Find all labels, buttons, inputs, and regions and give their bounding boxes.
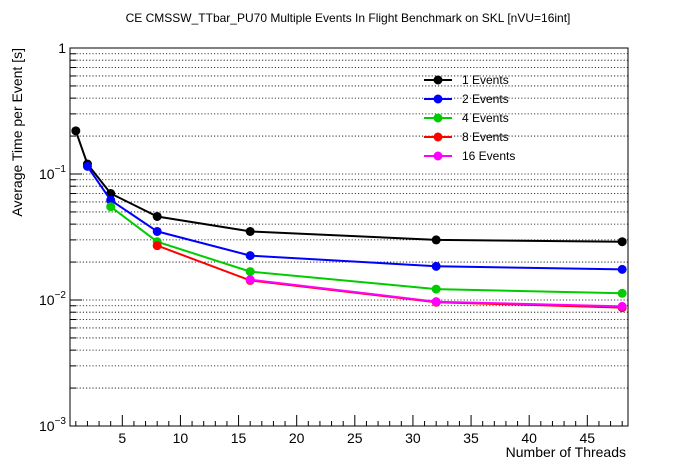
y-axis-label: Average Time per Event [s] (9, 48, 25, 217)
data-point (617, 237, 627, 247)
legend-item: 8 Events (424, 130, 509, 144)
data-point (245, 267, 255, 277)
data-point (431, 235, 441, 245)
data-point (431, 297, 441, 307)
plot-frame (69, 47, 629, 427)
legend-marker (433, 151, 443, 161)
data-point (617, 301, 627, 311)
x-tick-label: 45 (580, 430, 596, 446)
data-point (245, 275, 255, 285)
chart-title: CE CMSSW_TTbar_PU70 Multiple Events In F… (126, 11, 571, 25)
data-point (152, 226, 162, 236)
y-tick-label: 10−1 (39, 164, 66, 182)
x-tick-label: 30 (405, 430, 421, 446)
legend-marker (433, 132, 443, 142)
y-tick-label: 10−2 (39, 290, 66, 308)
grid-lines (70, 53, 628, 389)
data-point (152, 211, 162, 221)
series-3 (106, 202, 627, 298)
data-point (152, 241, 162, 251)
x-tick-label: 15 (231, 430, 247, 446)
data-point (245, 226, 255, 236)
x-tick-label: 40 (521, 430, 537, 446)
legend-item: 1 Events (424, 73, 509, 87)
data-point (617, 264, 627, 274)
x-tick-label: 10 (173, 430, 189, 446)
legend-marker (433, 75, 443, 85)
data-point (106, 202, 116, 212)
series-4 (152, 241, 627, 313)
data-point (431, 284, 441, 294)
legend-item: 4 Events (424, 111, 509, 125)
x-tick-label: 35 (463, 430, 479, 446)
data-point (617, 288, 627, 298)
legend: 1 Events 2 Events 4 Events 8 Events 16 Event… (424, 73, 515, 163)
axes: 10−310−210−115 10 15 20 25 30 35 40 45 (39, 40, 623, 446)
x-axis-label: Number of Threads (506, 444, 626, 460)
legend-marker (433, 94, 443, 104)
y-tick-label: 10−3 (39, 416, 66, 434)
legend-label: 1 Events (462, 73, 509, 87)
data-point (245, 251, 255, 261)
series-layer (71, 126, 627, 313)
series-line (110, 205, 623, 295)
x-tick-label: 20 (289, 430, 305, 446)
x-tick-label: 25 (347, 430, 363, 446)
x-tick-label: 5 (118, 430, 126, 446)
legend-marker (433, 113, 443, 123)
series-line (156, 244, 623, 309)
series-2 (82, 161, 627, 274)
data-point (106, 195, 116, 205)
legend-label: 8 Events (462, 130, 509, 144)
legend-label: 4 Events (462, 111, 509, 125)
legend-label: 16 Events (462, 149, 515, 163)
series-line (86, 165, 623, 271)
legend-item: 16 Events (424, 149, 515, 163)
legend-label: 2 Events (462, 92, 509, 106)
data-point (82, 161, 92, 171)
series-5 (245, 275, 627, 311)
data-point (71, 126, 81, 136)
y-tick-label: 1 (58, 40, 66, 56)
legend-item: 2 Events (424, 92, 509, 106)
data-point (431, 261, 441, 271)
